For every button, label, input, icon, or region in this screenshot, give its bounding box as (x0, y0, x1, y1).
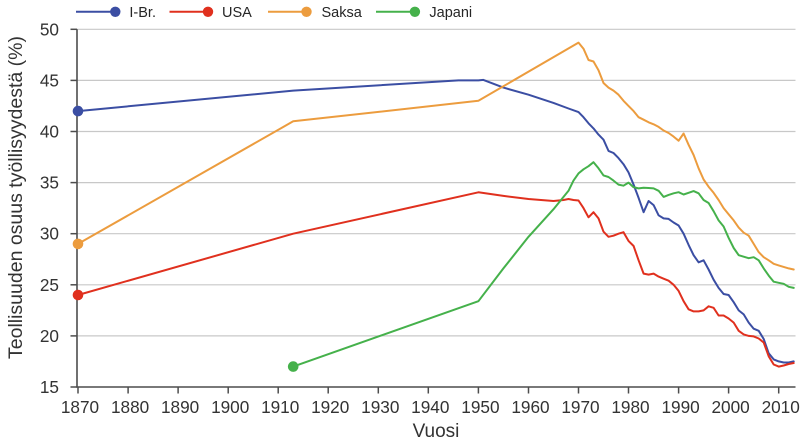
svg-text:1930: 1930 (361, 397, 399, 417)
svg-text:20: 20 (40, 326, 59, 346)
svg-text:1970: 1970 (561, 397, 599, 417)
svg-text:45: 45 (40, 70, 59, 90)
svg-text:15: 15 (40, 377, 59, 397)
svg-text:50: 50 (40, 19, 59, 39)
svg-text:1980: 1980 (611, 397, 649, 417)
svg-text:30: 30 (40, 224, 59, 244)
svg-text:1940: 1940 (411, 397, 449, 417)
svg-text:2000: 2000 (711, 397, 749, 417)
svg-text:I-Br.: I-Br. (129, 5, 156, 21)
svg-text:1880: 1880 (111, 397, 149, 417)
svg-text:1950: 1950 (461, 397, 499, 417)
svg-text:1990: 1990 (661, 397, 699, 417)
svg-text:25: 25 (40, 275, 59, 295)
svg-text:1920: 1920 (311, 397, 349, 417)
svg-text:USA: USA (222, 5, 252, 21)
svg-text:1870: 1870 (61, 397, 99, 417)
svg-text:Teollisuuden osuus työllisyyde: Teollisuuden osuus työllisyydestä (%) (5, 36, 27, 359)
svg-text:Japani: Japani (429, 5, 472, 21)
svg-text:Vuosi: Vuosi (413, 421, 460, 442)
svg-text:Saksa: Saksa (322, 5, 363, 21)
svg-text:1910: 1910 (261, 397, 299, 417)
svg-text:1900: 1900 (211, 397, 249, 417)
svg-text:40: 40 (40, 122, 59, 142)
svg-text:35: 35 (40, 173, 59, 193)
svg-text:1960: 1960 (511, 397, 549, 417)
svg-text:1890: 1890 (161, 397, 199, 417)
svg-text:2010: 2010 (762, 397, 800, 417)
